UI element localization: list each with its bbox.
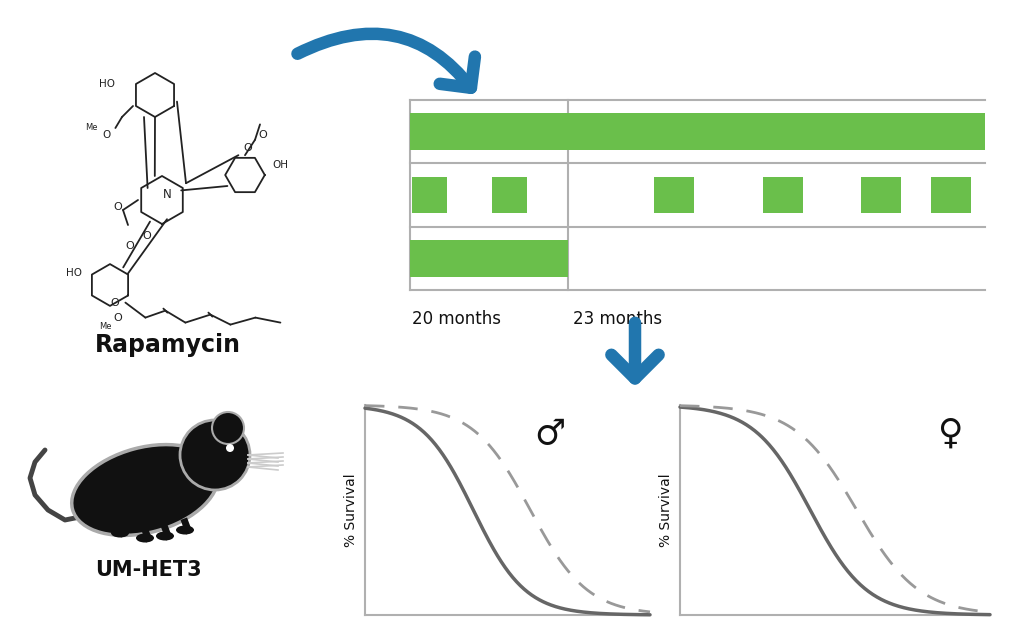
Text: ♂: ♂ (535, 417, 566, 451)
Text: HO: HO (99, 79, 115, 89)
Bar (860, 177, 900, 213)
Ellipse shape (72, 445, 218, 535)
Text: Me: Me (85, 124, 97, 133)
Text: OH: OH (272, 160, 288, 170)
Text: % Survival: % Survival (344, 473, 358, 547)
Text: O: O (111, 298, 120, 308)
Text: Me: Me (98, 322, 112, 331)
Text: ♀: ♀ (937, 417, 963, 451)
Text: O: O (258, 130, 267, 140)
Circle shape (226, 444, 234, 452)
Text: O: O (142, 231, 152, 241)
Circle shape (212, 412, 244, 444)
Text: % Survival: % Survival (659, 473, 673, 547)
Text: Rapamycin: Rapamycin (95, 333, 241, 357)
Bar (763, 177, 803, 213)
Ellipse shape (156, 531, 174, 540)
Text: 23 months: 23 months (573, 310, 663, 328)
Text: HO: HO (66, 268, 82, 278)
Text: UM-HET3: UM-HET3 (94, 560, 202, 580)
Bar (410, 113, 985, 150)
FancyArrowPatch shape (611, 323, 658, 378)
Bar (410, 240, 568, 277)
Text: O: O (126, 241, 134, 251)
Circle shape (180, 420, 250, 490)
Text: O: O (244, 143, 252, 153)
Ellipse shape (176, 526, 194, 535)
Ellipse shape (136, 533, 154, 542)
FancyArrowPatch shape (298, 34, 475, 88)
Ellipse shape (111, 528, 129, 538)
Text: 20 months: 20 months (412, 310, 501, 328)
Text: N: N (163, 188, 171, 201)
Bar (931, 177, 971, 213)
Text: O: O (102, 129, 111, 140)
Bar (653, 177, 693, 213)
Bar (493, 177, 527, 213)
Bar (412, 177, 446, 213)
Text: O: O (114, 202, 123, 212)
Text: O: O (114, 313, 123, 323)
